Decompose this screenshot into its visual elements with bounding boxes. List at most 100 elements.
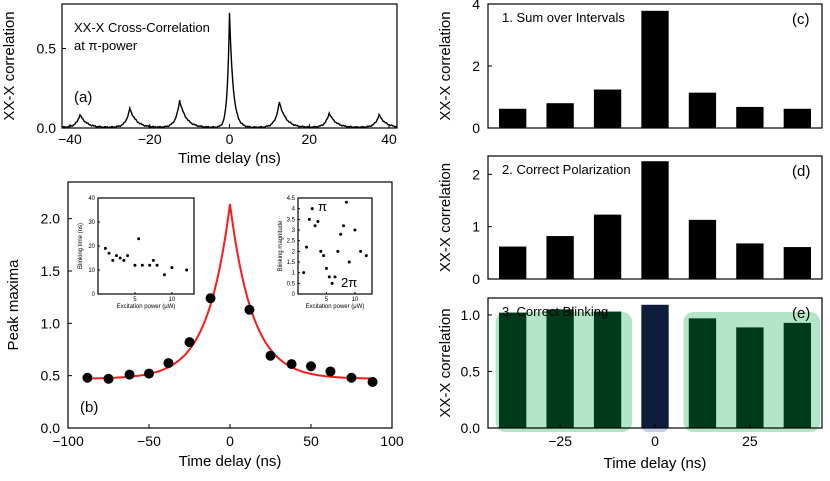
panel-b-xtick-label: −50 — [137, 433, 161, 449]
b-inset-right-point — [339, 232, 343, 236]
peak-maximum-point — [306, 361, 316, 372]
b-inset-left-background — [98, 198, 194, 294]
correlation-bar — [593, 311, 622, 428]
b-inset-right-point — [347, 260, 351, 264]
correlation-bar — [736, 106, 764, 128]
correlation-bar — [688, 92, 717, 128]
b-inset-right-point — [330, 281, 334, 285]
panel-b-ytick-label: 0.5 — [41, 368, 61, 384]
panel-b-label: (b) — [80, 399, 98, 416]
panel-c-note: 1. Sum over Intervals — [502, 10, 625, 25]
correlation-bar — [593, 214, 622, 279]
panel-d-ytick-label: 2 — [472, 166, 480, 182]
b-inset-left-point — [118, 256, 122, 260]
b-inset-right-ytick-label: 2 — [292, 249, 296, 255]
b-inset-left-point — [133, 263, 137, 267]
peak-maximum-point — [367, 376, 378, 387]
correlation-bar — [499, 246, 527, 279]
peak-maximum-point — [325, 366, 336, 377]
correlation-bar — [641, 161, 669, 279]
panel-d-label: (d) — [792, 163, 810, 180]
panel-b-xtick-label: 50 — [303, 433, 319, 449]
b-inset-right-xtick-label: 5 — [325, 297, 329, 303]
panel-a-xtick-label: 40 — [381, 131, 397, 147]
correlation-bar — [736, 243, 764, 279]
panel-e: 0.0 0.5 1.0 XX-X correlation −25 0 25 Time dela… — [437, 297, 823, 472]
b-inset-right-ytick-label: 3.5 — [287, 217, 296, 223]
panel-a-ylabel: XX-X correlation — [1, 11, 18, 120]
b-inset-left-point — [148, 263, 152, 267]
b-inset-left-xtick-label: 5 — [133, 297, 137, 303]
b-inset-right-point — [327, 275, 331, 279]
b-inset-right-point — [302, 271, 306, 275]
b-inset-left-point — [126, 254, 130, 258]
panel-e-label: (e) — [792, 305, 810, 322]
panel-b-ylabel: Peak maxima — [5, 259, 22, 351]
panel-a-xlabel: Time delay (ns) — [178, 150, 281, 167]
b-inset-right-point — [313, 224, 317, 228]
correlation-bar — [546, 309, 574, 428]
panel-b-xtick-label: 0 — [226, 433, 234, 449]
b-inset-right-point — [316, 219, 320, 223]
panel-e-xtick-label: 0 — [651, 433, 659, 449]
peak-maximum-point — [286, 359, 297, 370]
cross-correlation-trace — [61, 12, 397, 129]
correlation-bar — [688, 318, 717, 428]
correlation-bar — [499, 108, 527, 128]
b-inset-left-point — [107, 251, 111, 255]
b-inset-right-point — [310, 207, 314, 211]
fit-curve — [87, 203, 373, 380]
pi-annotation: π — [318, 199, 327, 214]
panel-e-ytick-label: 0.0 — [461, 420, 481, 436]
b-inset-right-axes-frame — [297, 197, 373, 295]
b-inset-left-ytick-label: 30 — [88, 220, 95, 226]
b-inset-right-point — [353, 228, 357, 232]
correlation-bar — [546, 236, 574, 279]
b-inset-right-ytick-label: 3 — [292, 228, 296, 234]
panel-a-xtick-label: 0 — [226, 131, 234, 147]
two-pi-annotation: 2π — [341, 275, 357, 290]
panel-c-ytick-label: 0 — [472, 120, 480, 136]
b-inset-left-xtick-label: 10 — [169, 297, 176, 303]
panel-a-title-line-1: XX-X Cross-Correlation — [74, 20, 210, 35]
panel-b-xtick-label: −100 — [52, 433, 84, 449]
b-inset-right-ytick-label: 0 — [292, 292, 296, 298]
b-inset-right-ytick-label: 4.5 — [287, 196, 296, 202]
correlation-bar — [736, 327, 764, 428]
panel-c-label: (c) — [792, 11, 810, 28]
b-inset-right-point — [336, 249, 340, 253]
b-inset-right-ytick-label: 4 — [292, 207, 296, 213]
panel-b-xlabel: Time delay (ns) — [179, 453, 282, 470]
panel-b-xtick-label: 100 — [380, 433, 404, 449]
peak-maximum-point — [244, 304, 255, 315]
panel-a: 0.0 0.5 XX-X correlation −40 −20 0 20 40 Time de… — [1, 3, 398, 167]
b-inset-right-point — [322, 254, 326, 258]
b-inset-left-ylabel: Blinking time (ns) — [78, 223, 84, 269]
correlation-bar — [499, 312, 527, 428]
panel-d-axes-frame — [487, 155, 823, 280]
panel-e-ytick-label: 1.0 — [461, 307, 481, 323]
peak-maximum-point — [163, 358, 174, 369]
correlation-bar — [783, 322, 811, 428]
panel-d-ylabel: XX-X correlation — [437, 163, 454, 272]
peak-maximum-point — [346, 372, 357, 383]
b-inset-right-ytick-label: 0.5 — [287, 281, 296, 287]
panel-b-ytick-label: 2.0 — [41, 211, 61, 227]
b-inset-right-point — [305, 245, 309, 249]
b-inset-right-point — [324, 266, 328, 270]
panel-b-ytick-label: 1.0 — [41, 315, 61, 331]
b-inset-left-point — [114, 254, 118, 258]
b-inset-left-ytick-label: 40 — [88, 196, 95, 202]
peak-maximum-point — [103, 373, 114, 384]
panel-b-ytick-label: 0.0 — [41, 420, 61, 436]
panel-e-xtick-label: −25 — [548, 433, 572, 449]
b-inset-right-xtick-label: 10 — [352, 297, 359, 303]
panel-a-xtick-label: −20 — [138, 131, 162, 147]
b-inset-right-ylabel: Blinking magnitude — [278, 220, 284, 271]
b-inset-right-point — [344, 200, 348, 204]
b-inset-left-ytick-label: 10 — [88, 268, 95, 274]
panel-d-note: 2. Correct Polarization — [502, 162, 631, 177]
b-inset-left-point — [140, 263, 144, 267]
